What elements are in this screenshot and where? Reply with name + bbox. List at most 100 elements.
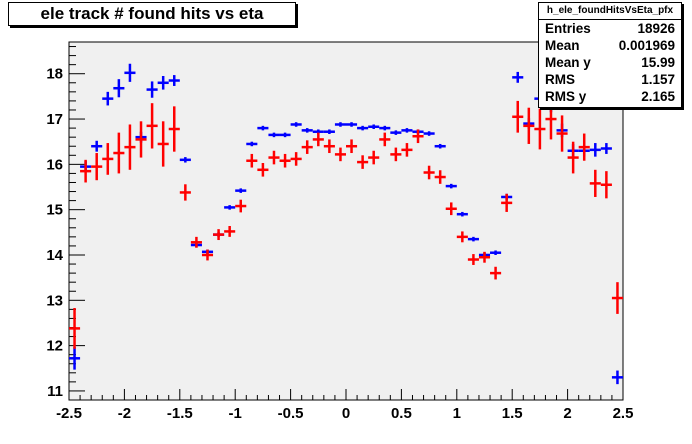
x-tick-label: -0.5 <box>278 405 304 422</box>
stats-value: 1.157 <box>641 72 675 87</box>
stats-box: h_ele_foundHitsVsEta_pfx Entries 18926 Me… <box>538 2 682 108</box>
data-point <box>434 170 446 184</box>
y-tick-label: 11 <box>47 383 63 400</box>
y-tick-label: 15 <box>46 202 63 219</box>
x-tick-label: -2.5 <box>56 405 82 422</box>
data-point <box>368 150 380 165</box>
data-point <box>290 152 302 166</box>
stats-value: 15.99 <box>641 55 675 70</box>
data-point <box>556 115 568 152</box>
data-point <box>357 125 369 131</box>
stats-row-mean-y: Mean y 15.99 <box>539 54 681 71</box>
data-point <box>534 108 546 150</box>
y-tick-label: 12 <box>46 338 63 355</box>
data-point <box>445 202 457 216</box>
stats-label: Entries <box>545 21 591 36</box>
data-point <box>490 250 502 255</box>
x-tick-label: 2 <box>563 405 571 422</box>
data-point <box>80 159 92 183</box>
stats-label: Mean <box>545 38 580 53</box>
stats-row-entries: Entries 18926 <box>539 20 681 37</box>
data-point <box>301 128 313 133</box>
series-red <box>69 98 623 349</box>
axes: -2.5 -2 -1.5 -1 -0.5 0 0.5 1 1.5 2 2.5 11 12 13 14 15 16… <box>46 46 633 422</box>
stats-label: RMS y <box>545 89 587 104</box>
data-point <box>501 193 513 212</box>
data-point <box>312 132 324 147</box>
y-tick-label: 16 <box>46 156 63 173</box>
chart-title: ele track # found hits vs eta <box>8 2 296 26</box>
data-point <box>290 122 302 127</box>
data-point <box>168 106 180 152</box>
data-point <box>91 153 103 181</box>
data-point <box>600 171 612 199</box>
data-point <box>334 122 346 127</box>
data-point <box>268 150 280 165</box>
data-point <box>379 132 391 147</box>
stats-box-name: h_ele_foundHitsVsEta_pfx <box>539 3 681 20</box>
x-tick-label: 1.5 <box>502 405 523 422</box>
data-point <box>135 121 147 158</box>
data-point <box>478 251 491 263</box>
x-tick-label: 0.5 <box>391 405 412 422</box>
data-point <box>567 141 579 174</box>
data-marks <box>69 63 623 385</box>
data-point <box>146 81 158 98</box>
data-point <box>490 266 502 280</box>
data-point <box>113 132 125 174</box>
data-point <box>246 141 258 147</box>
data-point <box>102 143 114 175</box>
x-tick-label: -1 <box>229 405 242 422</box>
data-point <box>434 143 446 149</box>
data-point <box>401 143 413 157</box>
data-point <box>113 79 125 98</box>
data-point <box>124 63 136 82</box>
data-point <box>390 147 402 162</box>
data-point <box>456 231 468 243</box>
x-tick-label: -2 <box>118 405 131 422</box>
data-point <box>279 132 291 138</box>
data-point <box>512 71 524 83</box>
data-point <box>390 130 402 135</box>
plot-frame <box>68 41 624 401</box>
data-point <box>301 140 313 154</box>
stats-row-rms-y: RMS y 2.165 <box>539 88 681 105</box>
data-point <box>578 133 590 161</box>
data-point <box>423 131 435 136</box>
data-point <box>611 282 623 314</box>
data-point <box>346 139 358 154</box>
stats-value: 2.165 <box>641 89 675 104</box>
data-point <box>346 122 358 127</box>
data-point <box>235 188 247 193</box>
y-tick-label: 17 <box>46 111 63 128</box>
x-tick-label: 0 <box>342 405 350 422</box>
y-tick-label: 13 <box>46 292 63 309</box>
data-point <box>357 155 369 169</box>
x-tick-label: -1.5 <box>167 405 193 422</box>
data-point <box>589 169 601 197</box>
data-point <box>224 225 236 237</box>
stats-label: RMS <box>545 72 575 87</box>
data-point <box>600 143 612 154</box>
data-point <box>268 132 280 138</box>
data-point <box>213 229 225 241</box>
data-point <box>257 125 269 131</box>
data-point <box>512 100 524 133</box>
data-point <box>334 147 346 162</box>
data-point <box>179 157 191 163</box>
data-point <box>201 249 214 261</box>
data-point <box>157 121 169 167</box>
data-point <box>401 128 413 133</box>
data-point <box>523 107 535 144</box>
data-point <box>412 129 424 144</box>
stats-row-mean: Mean 0.001969 <box>539 37 681 54</box>
data-point <box>146 103 158 149</box>
data-point <box>69 308 81 349</box>
stats-value: 0.001969 <box>618 38 675 53</box>
data-point <box>257 162 269 177</box>
stats-row-rms: RMS 1.157 <box>539 71 681 88</box>
data-point <box>368 124 380 130</box>
data-point <box>235 199 247 213</box>
data-point <box>589 143 601 157</box>
